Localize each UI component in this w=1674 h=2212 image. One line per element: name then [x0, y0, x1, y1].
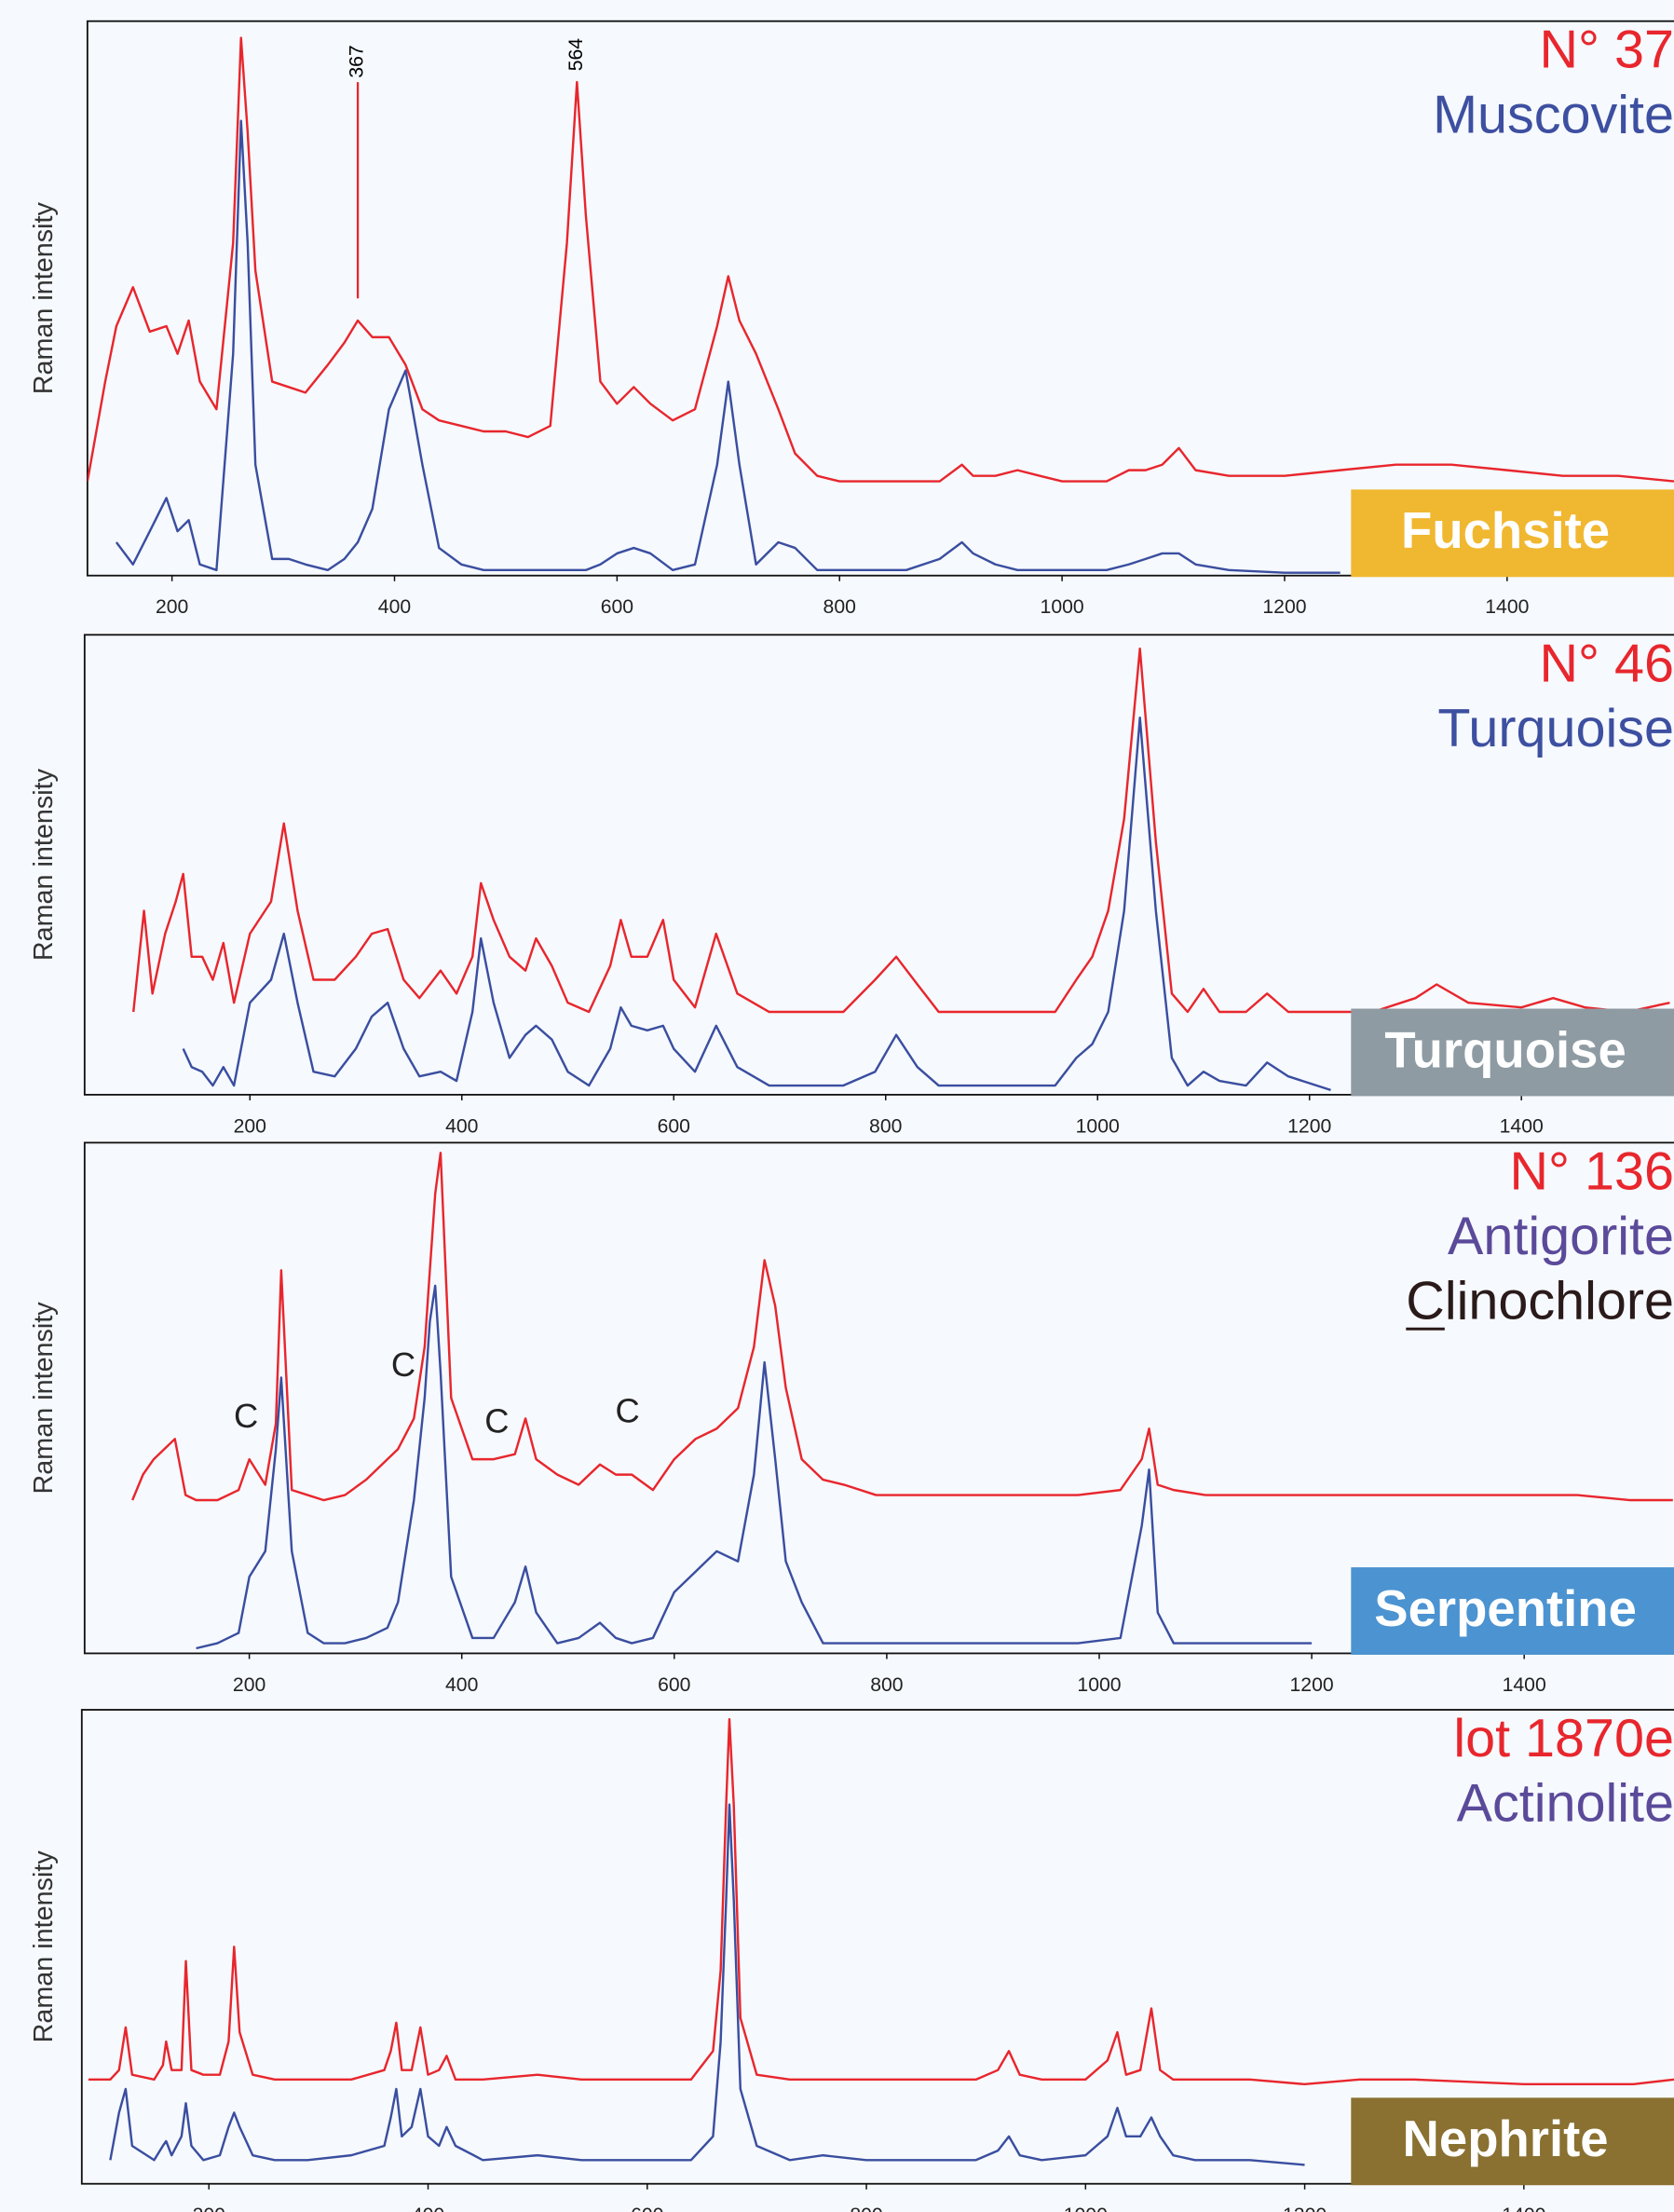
- x-tick-label: 800: [850, 2205, 882, 2212]
- x-tick-label: 1200: [1290, 1674, 1334, 1696]
- badge: [1351, 1008, 1674, 1097]
- x-tick-label: 1400: [1500, 1115, 1544, 1137]
- x-tick-label: 200: [233, 1674, 265, 1696]
- sample-label: N° 136: [1510, 1141, 1674, 1201]
- spectrum-line: [196, 1284, 1313, 1650]
- plot-frame: [86, 20, 1674, 577]
- x-tick-label: 1000: [1064, 2205, 1108, 2212]
- sample-label: Turquoise: [1437, 699, 1674, 758]
- y-axis-label: Raman intensity: [29, 1302, 59, 1495]
- badge: [1351, 2097, 1674, 2186]
- badge-label: Nephrite: [1403, 2110, 1609, 2167]
- x-tick-label: 1400: [1502, 2205, 1545, 2212]
- sample-label: lot 1870e: [1453, 1709, 1674, 1768]
- x-tick-label: 400: [412, 2205, 444, 2212]
- x-tick-label: 200: [234, 1115, 266, 1137]
- spectrum-line: [131, 1152, 1673, 1502]
- y-axis-label: Raman intensity: [29, 1850, 59, 2043]
- annotation: C: [615, 1391, 639, 1429]
- x-tick-label: 1200: [1283, 2205, 1327, 2212]
- x-tick-label: 600: [601, 596, 633, 618]
- sample-label: Clinochlore: [1406, 1272, 1674, 1331]
- badge-label: Turquoise: [1384, 1021, 1626, 1078]
- x-tick-label: 600: [658, 1674, 690, 1696]
- spectrum-line: [88, 1717, 1674, 2086]
- annotation: C: [484, 1401, 509, 1440]
- sample-label: Actinolite: [1457, 1774, 1674, 1834]
- badge: [1351, 489, 1674, 578]
- annotation: 564: [565, 38, 587, 72]
- x-tick-label: 200: [156, 596, 188, 618]
- sample-label: Antigorite: [1448, 1207, 1674, 1266]
- x-tick-label: 800: [870, 1674, 903, 1696]
- x-tick-label: 600: [658, 1115, 690, 1137]
- badge: [1351, 1567, 1674, 1655]
- badge-label: Fuchsite: [1401, 502, 1610, 559]
- spectrum-line: [182, 716, 1331, 1092]
- x-tick-label: 400: [445, 1674, 478, 1696]
- sample-label: N° 46: [1540, 634, 1674, 693]
- x-tick-label: 1400: [1485, 596, 1529, 618]
- x-tick-label: 400: [378, 596, 411, 618]
- x-tick-label: 600: [631, 2205, 663, 2212]
- annotation: C: [234, 1397, 258, 1435]
- y-axis-label: Raman intensity: [29, 202, 59, 395]
- x-tick-label: 1000: [1077, 1674, 1121, 1696]
- spectrum-line: [115, 119, 1341, 574]
- spectrum-line: [132, 647, 1670, 1014]
- x-tick-label: 800: [823, 596, 856, 618]
- x-tick-label: 800: [869, 1115, 902, 1137]
- annotation: 367: [347, 45, 368, 77]
- spectrum-line: [87, 36, 1674, 483]
- y-axis-label: Raman intensity: [29, 768, 59, 961]
- x-tick-label: 200: [193, 2205, 225, 2212]
- x-tick-label: 1400: [1503, 1674, 1546, 1696]
- x-tick-label: 1000: [1041, 596, 1084, 618]
- badge-label: Serpentine: [1374, 1580, 1637, 1637]
- x-tick-label: 1200: [1262, 596, 1306, 618]
- sample-label: N° 37: [1540, 20, 1674, 80]
- x-tick-label: 400: [445, 1115, 478, 1137]
- sample-label: Muscovite: [1433, 85, 1674, 144]
- plot-frame: [80, 1709, 1674, 2185]
- x-tick-label: 1000: [1076, 1115, 1120, 1137]
- annotation: C: [391, 1345, 415, 1384]
- x-tick-label: 1200: [1287, 1115, 1331, 1137]
- spectrum-line: [109, 1803, 1305, 2166]
- plot-frame: [83, 634, 1674, 1096]
